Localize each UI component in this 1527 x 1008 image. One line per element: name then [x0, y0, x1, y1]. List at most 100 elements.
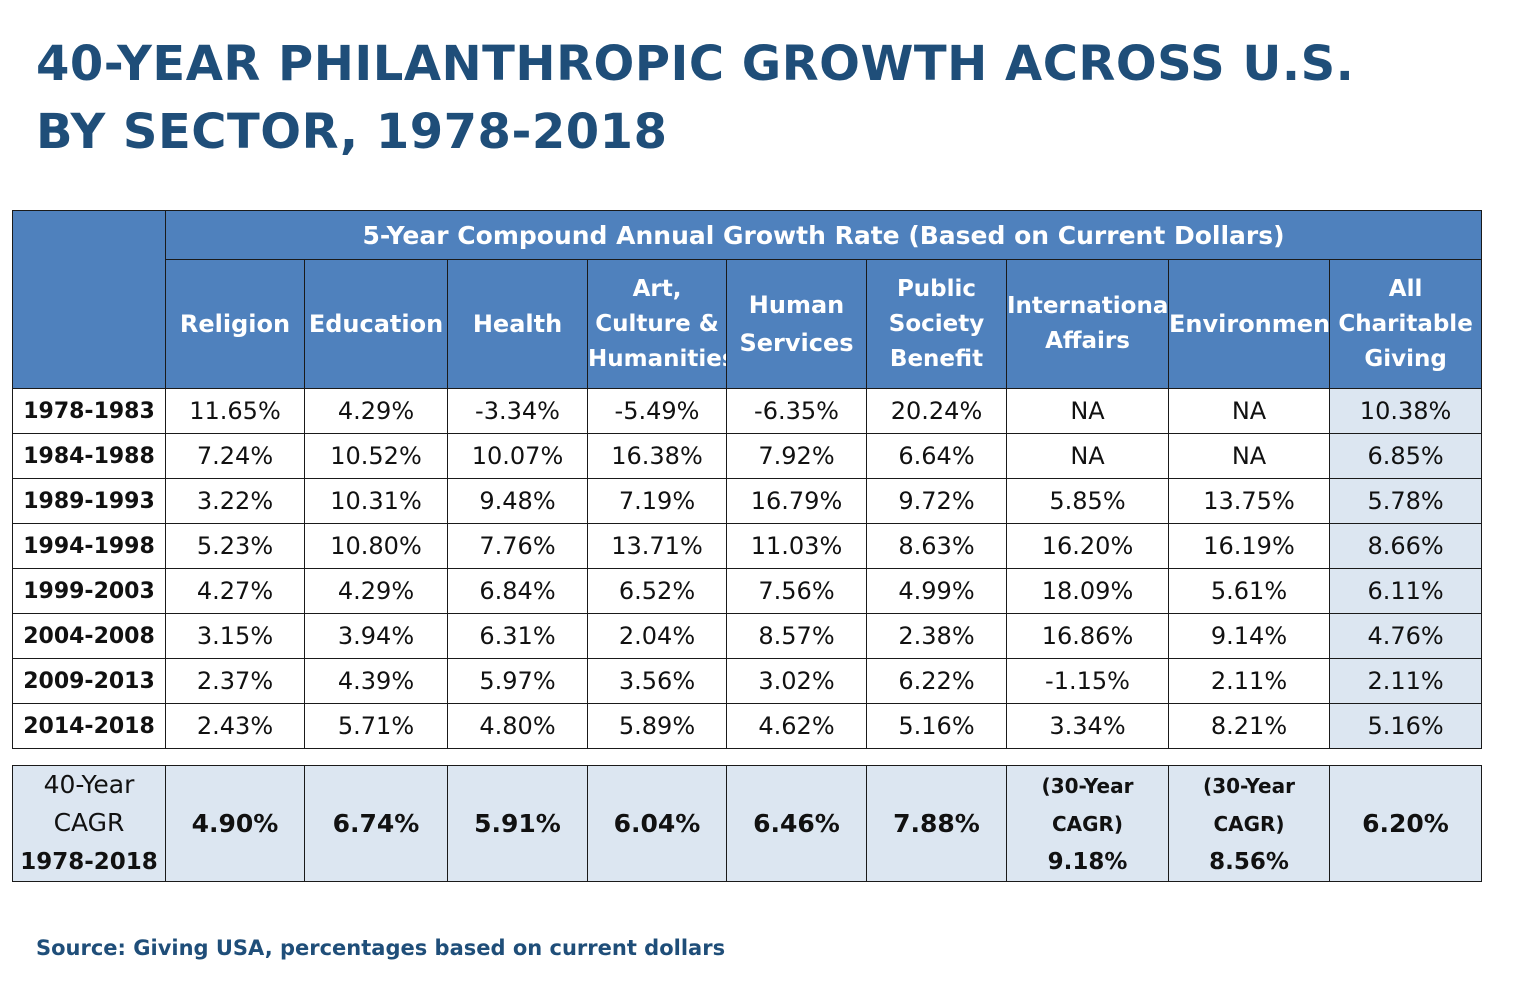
- table-row: 1978-1983 11.65% 4.29% -3.34% -5.49% -6.35% 20…: [12, 388, 1483, 434]
- value-cell: 5.97%: [447, 658, 588, 704]
- table-row: 1989-1993 3.22% 10.31% 9.48% 7.19% 16.79% 9.72…: [12, 478, 1483, 524]
- value-cell: 3.02%: [726, 658, 867, 704]
- column-header: Art, Culture & Humanities: [587, 259, 727, 389]
- summary-note-line: CAGR): [1213, 811, 1285, 836]
- column-header-line: Affairs: [1045, 328, 1130, 354]
- value-cell: 5.61%: [1168, 568, 1330, 614]
- period-cell: 2014-2018: [12, 703, 166, 749]
- value-cell: 10.80%: [304, 523, 448, 569]
- value-cell: 5.78%: [1328, 478, 1483, 524]
- value-cell: 6.52%: [587, 568, 727, 614]
- value-cell: 10.07%: [447, 433, 588, 479]
- column-header-line: Services: [739, 329, 854, 357]
- page-title: 40-YEAR PHILANTHROPIC GROWTH ACROSS U.S.…: [36, 30, 1496, 166]
- column-header-line: Benefit: [889, 345, 984, 372]
- summary-label: 40-Year CAGR 1978-2018: [12, 765, 166, 882]
- value-cell: 4.29%: [304, 388, 448, 434]
- value-cell: 5.89%: [587, 703, 727, 749]
- title-line-1: 40-YEAR PHILANTHROPIC GROWTH ACROSS U.S.: [36, 36, 1355, 92]
- column-header-line: Humanities: [588, 345, 727, 372]
- value-cell: 6.64%: [866, 433, 1007, 479]
- value-cell: 8.57%: [726, 613, 867, 659]
- value-cell: 2.43%: [165, 703, 305, 749]
- summary-value: 4.90%: [165, 765, 305, 882]
- column-header-line: All: [1388, 275, 1423, 302]
- value-cell: 9.14%: [1168, 613, 1330, 659]
- value-cell: 2.11%: [1168, 658, 1330, 704]
- summary-note-line: CAGR): [1051, 811, 1124, 836]
- summary-note-cell: (30-Year CAGR) 9.18%: [1006, 765, 1169, 882]
- column-header-line: Art,: [632, 275, 682, 302]
- column-header-line: Culture &: [595, 310, 719, 337]
- value-cell: 6.11%: [1328, 568, 1483, 614]
- period-cell: 1989-1993: [12, 478, 166, 524]
- period-cell: 1984-1988: [12, 433, 166, 479]
- value-cell: 2.38%: [866, 613, 1007, 659]
- value-cell: 7.92%: [726, 433, 867, 479]
- value-cell: 16.19%: [1168, 523, 1330, 569]
- column-header: All Charitable Giving: [1328, 259, 1483, 389]
- period-cell: 2004-2008: [12, 613, 166, 659]
- period-cell: 1999-2003: [12, 568, 166, 614]
- value-cell: 3.34%: [1006, 703, 1169, 749]
- table-row: 1994-1998 5.23% 10.80% 7.76% 13.71% 11.03% 8.6…: [12, 523, 1483, 569]
- column-header-line: Education: [308, 310, 444, 338]
- summary-value: 5.91%: [447, 765, 588, 882]
- value-cell: 4.62%: [726, 703, 867, 749]
- column-header-line: International: [1007, 293, 1169, 319]
- value-cell: 16.86%: [1006, 613, 1169, 659]
- column-header: International Affairs: [1006, 259, 1169, 389]
- value-cell: 5.16%: [1328, 703, 1483, 749]
- value-cell: 5.85%: [1006, 478, 1169, 524]
- value-cell: -3.34%: [447, 388, 588, 434]
- value-cell: 5.71%: [304, 703, 448, 749]
- value-cell: 4.39%: [304, 658, 448, 704]
- value-cell: 8.66%: [1328, 523, 1483, 569]
- growth-table: 5-Year Compound Annual Growth Rate (Base…: [12, 210, 1483, 749]
- table-row: 1984-1988 7.24% 10.52% 10.07% 16.38% 7.92% 6.6…: [12, 433, 1483, 479]
- value-cell: 3.15%: [165, 613, 305, 659]
- column-header-line: Human: [748, 291, 845, 319]
- value-cell: 6.22%: [866, 658, 1007, 704]
- value-cell: 3.56%: [587, 658, 727, 704]
- period-cell: 2009-2013: [12, 658, 166, 704]
- table-row: 1999-2003 4.27% 4.29% 6.84% 6.52% 7.56% 4.99% 1…: [12, 568, 1483, 614]
- period-cell: 1978-1983: [12, 388, 166, 434]
- value-cell: NA: [1168, 388, 1330, 434]
- value-cell: 18.09%: [1006, 568, 1169, 614]
- value-cell: 10.38%: [1328, 388, 1483, 434]
- column-header-line: Health: [472, 310, 563, 338]
- column-header: Environment: [1168, 259, 1330, 389]
- value-cell: 4.99%: [866, 568, 1007, 614]
- column-header: Education: [304, 259, 448, 389]
- value-cell: 5.23%: [165, 523, 305, 569]
- value-cell: 13.71%: [587, 523, 727, 569]
- summary-note-line: (30-Year: [1041, 773, 1134, 798]
- value-cell: 4.76%: [1328, 613, 1483, 659]
- value-cell: 8.63%: [866, 523, 1007, 569]
- value-cell: NA: [1168, 433, 1330, 479]
- summary-value-all: 6.20%: [1329, 765, 1482, 882]
- value-cell: 9.48%: [447, 478, 588, 524]
- value-cell: -5.49%: [587, 388, 727, 434]
- value-cell: NA: [1006, 388, 1169, 434]
- value-cell: NA: [1006, 433, 1169, 479]
- column-header-line: Giving: [1364, 345, 1447, 372]
- summary-value: 6.04%: [587, 765, 727, 882]
- value-cell: 3.22%: [165, 478, 305, 524]
- summary-note-value: 8.56%: [1209, 848, 1289, 875]
- value-cell: 7.24%: [165, 433, 305, 479]
- value-cell: 2.11%: [1328, 658, 1483, 704]
- value-cell: 7.76%: [447, 523, 588, 569]
- value-cell: 20.24%: [866, 388, 1007, 434]
- column-header-line: Society: [888, 310, 985, 337]
- column-header-line: Charitable: [1338, 310, 1473, 337]
- value-cell: 3.94%: [304, 613, 448, 659]
- summary-label-line: 40-Year: [43, 770, 135, 799]
- value-cell: -1.15%: [1006, 658, 1169, 704]
- summary-note-value: 9.18%: [1047, 848, 1128, 875]
- summary-table: 40-Year CAGR 1978-2018 4.90% 6.74% 5.91% 6.04%…: [12, 765, 1482, 882]
- source-note: Source: Giving USA, percentages based on…: [36, 936, 726, 960]
- value-cell: 13.75%: [1168, 478, 1330, 524]
- summary-value: 6.74%: [304, 765, 448, 882]
